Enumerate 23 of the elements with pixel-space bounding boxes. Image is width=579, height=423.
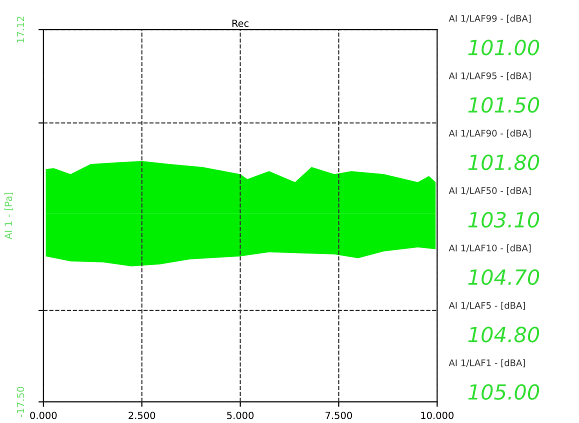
x-tick-label: 0.000	[30, 412, 57, 420]
text: AI 1/LAF99 - [dBA]	[448, 14, 531, 23]
text: 105.00	[468, 384, 540, 400]
x-tick-label: 10.000	[421, 412, 454, 420]
y-tick-label: 17.12	[16, 16, 24, 42]
y-axis-title: AI 1 - [Pa]	[4, 192, 14, 240]
text: AI 1/LAF95 - [dBA]	[448, 72, 531, 80]
text: 101.80	[468, 154, 540, 170]
chart-title: Rec	[232, 20, 249, 27]
text: AI 1/LAF1 - [dBA]	[448, 359, 525, 368]
x-tick-label: 7.500	[326, 412, 352, 420]
text: AI 1/LAF10 - [dBA]	[448, 244, 531, 252]
text: 104.70	[468, 269, 540, 286]
text: AI 1/LAF90 - [dBA]	[448, 130, 531, 138]
x-tick-label: 5.000	[227, 412, 254, 420]
y-tick-label: -17.50	[16, 386, 24, 418]
text: AI 1/LAF5 - [dBA]	[448, 302, 525, 310]
text: 101.00	[468, 40, 540, 56]
text: AI 1/LAF50 - [dBA]	[448, 187, 531, 196]
x-tick-label: 2.500	[128, 412, 156, 420]
text: 103.10	[468, 212, 540, 228]
text: 101.50	[468, 97, 540, 113]
text: 104.80	[468, 326, 540, 342]
